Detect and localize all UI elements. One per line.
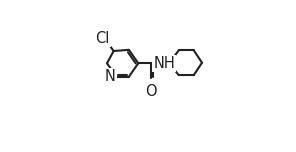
Text: O: O [145, 85, 156, 99]
Text: Cl: Cl [96, 31, 110, 46]
Text: NH: NH [153, 56, 175, 71]
Text: N: N [105, 69, 116, 84]
